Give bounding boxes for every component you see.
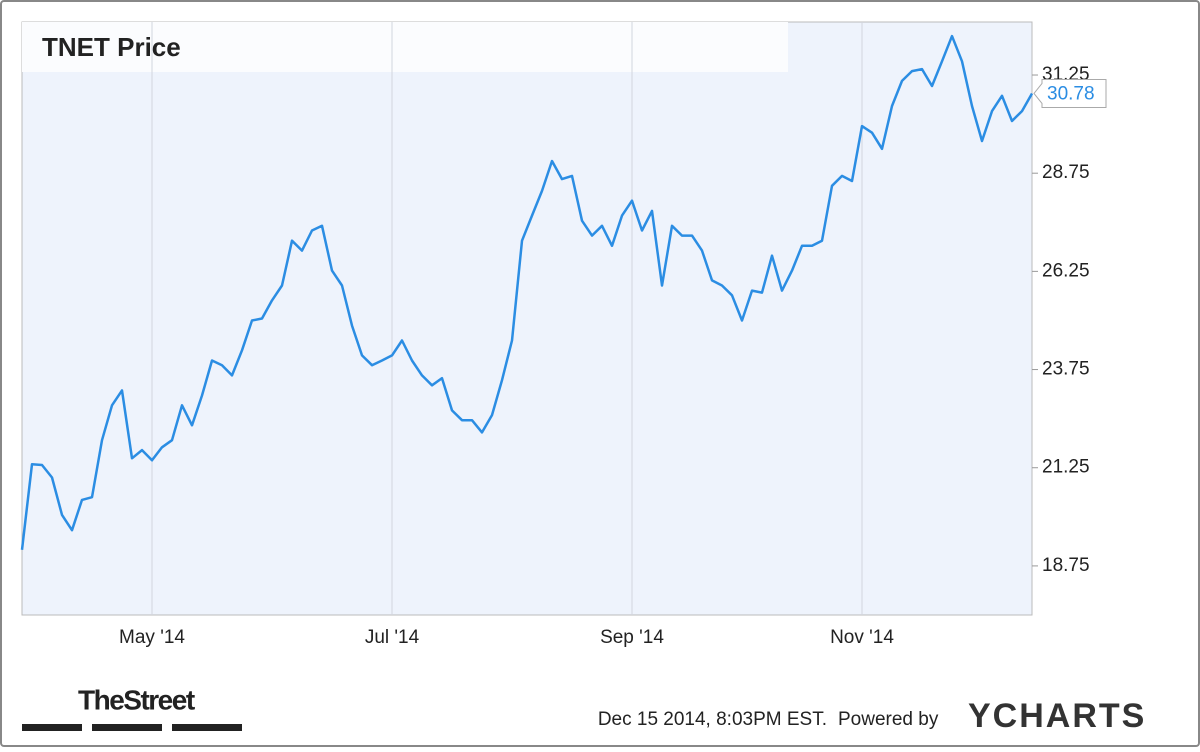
grid (151, 22, 1038, 615)
y-tick-label: 18.75 (1042, 555, 1090, 576)
x-tick-label: Sep '14 (600, 627, 664, 648)
logo-bar (22, 724, 82, 731)
y-tick-label: 23.75 (1042, 359, 1090, 380)
logo-bar (172, 724, 242, 731)
source-logo: TheStreet (78, 684, 195, 715)
powered-by: Powered by (838, 709, 939, 730)
x-tick-label: May '14 (119, 627, 185, 648)
y-tick-label: 21.25 (1042, 457, 1090, 478)
last-value-callout (1033, 78, 1107, 108)
timestamp: Dec 15 2014, 8:03PM EST. (598, 709, 827, 730)
y-tick-label: 28.75 (1042, 162, 1090, 183)
last-value-label: 30.78 (1047, 83, 1095, 104)
title-band (22, 22, 788, 72)
logo-bar (92, 724, 162, 731)
price-line (20, 34, 1034, 550)
brand: YCHARTS (968, 697, 1146, 735)
plot-area (21, 21, 1033, 616)
chart-title: TNET Price (42, 32, 181, 62)
x-tick-label: Jul '14 (365, 627, 420, 648)
y-tick-label: 26.25 (1042, 260, 1090, 281)
x-tick-label: Nov '14 (830, 627, 894, 648)
